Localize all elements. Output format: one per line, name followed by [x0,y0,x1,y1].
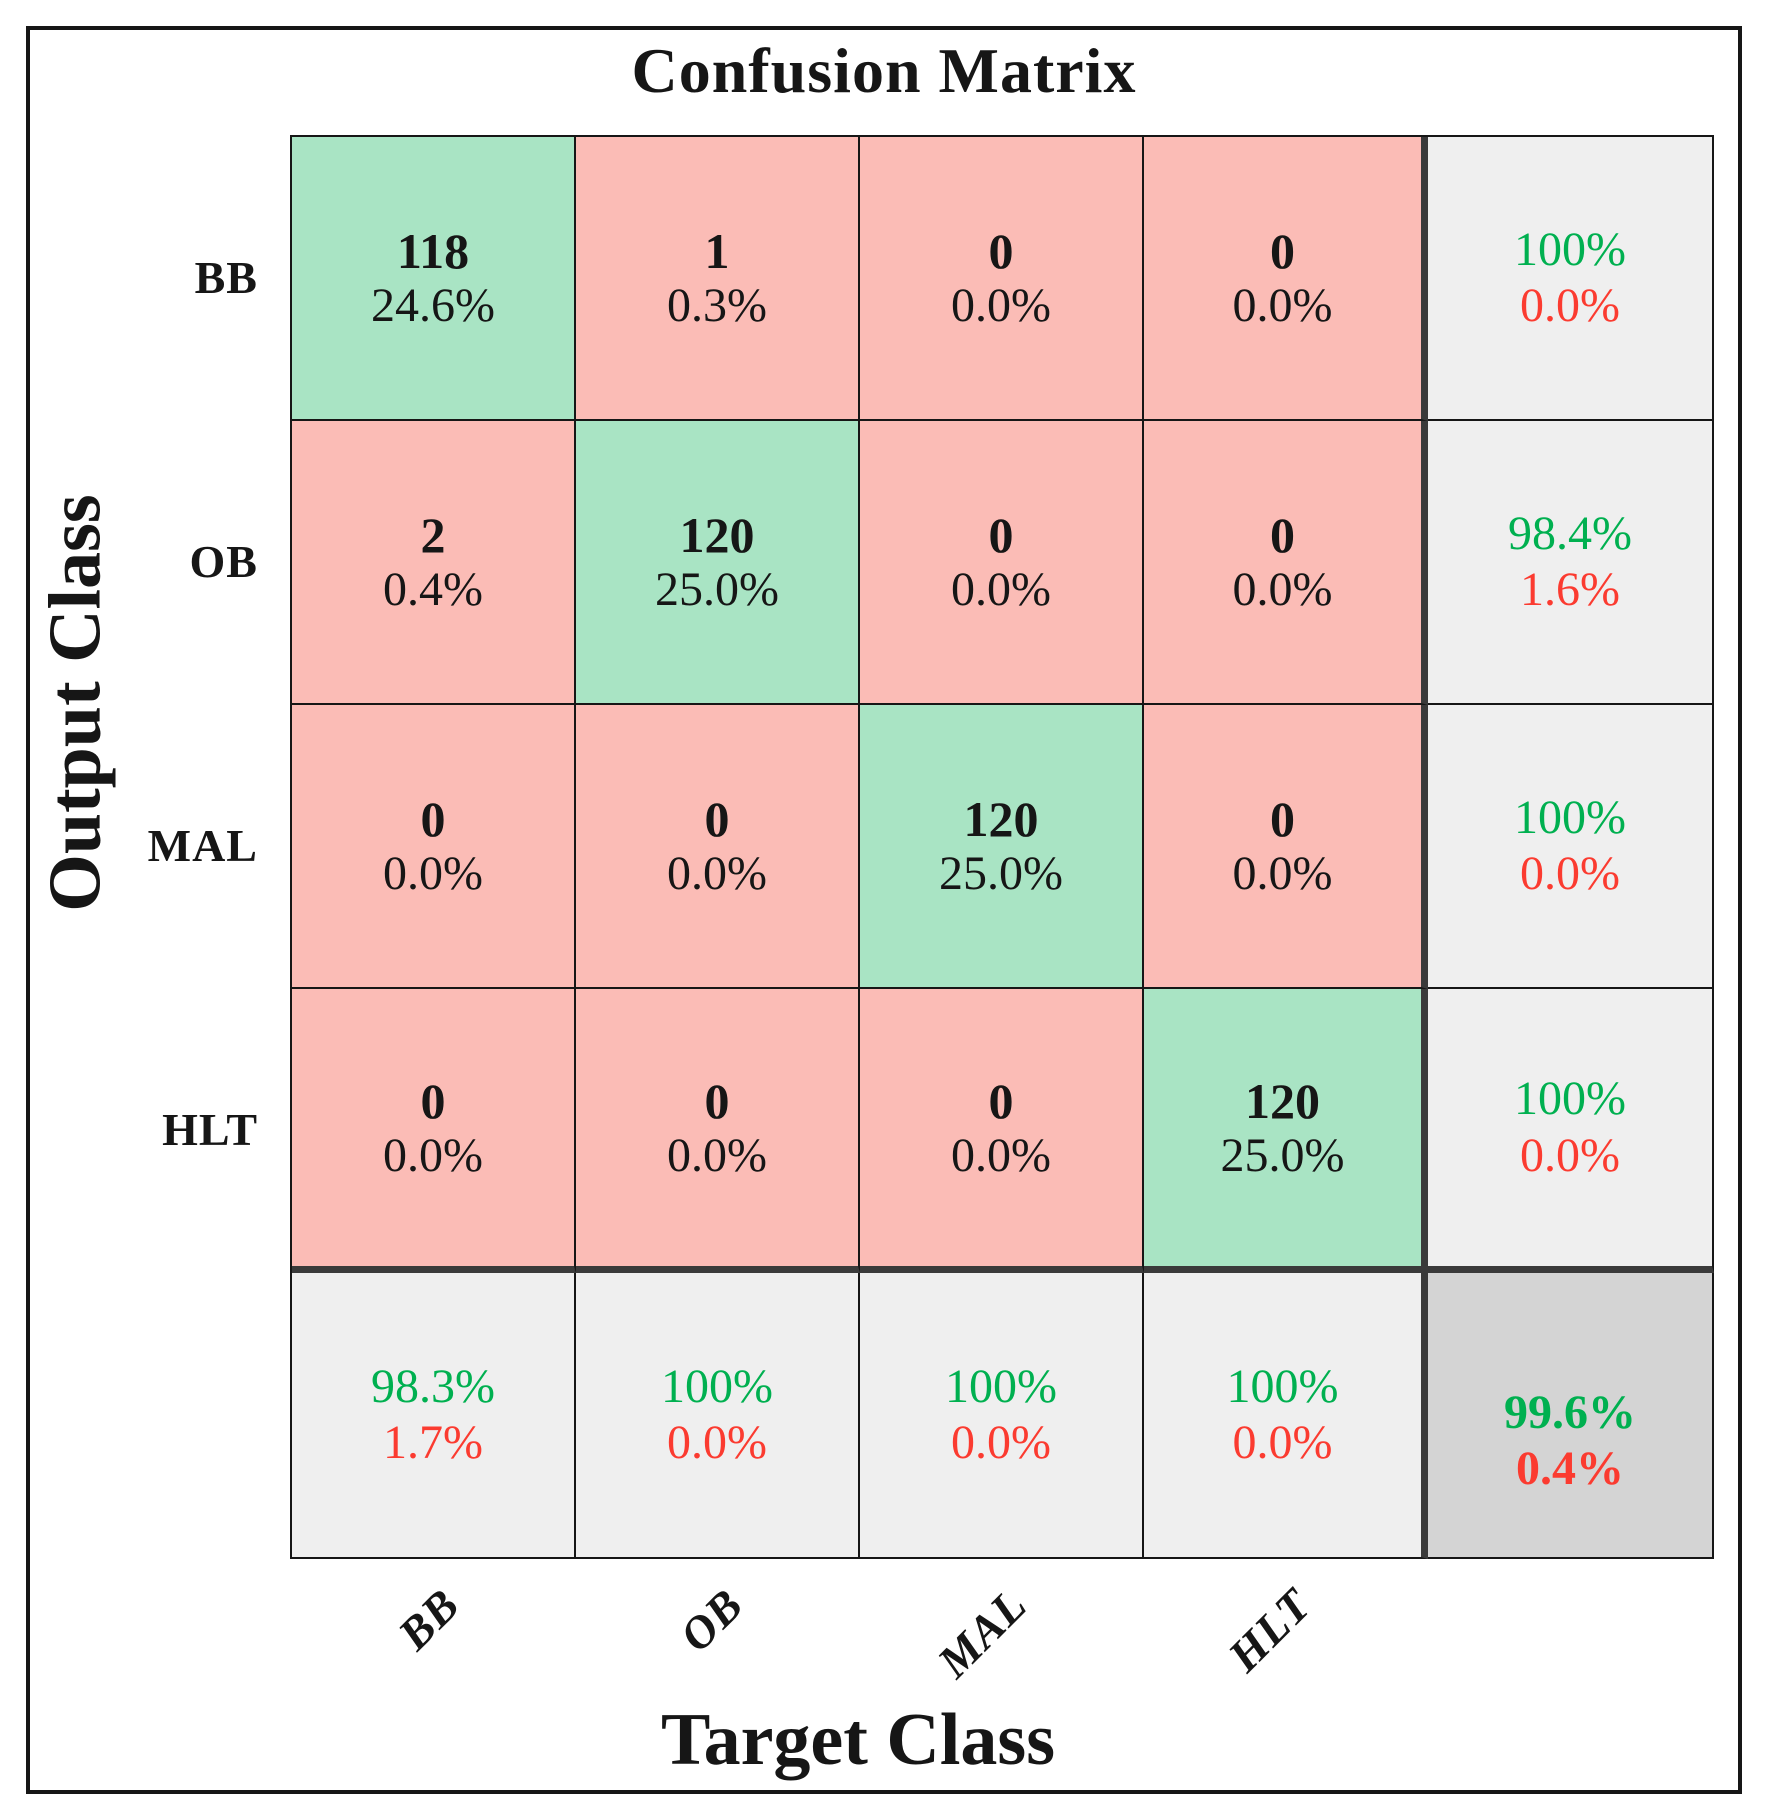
overall-accuracy-cell: 99.6% 0.4% [1428,1273,1714,1559]
cell-percent: 0.0% [951,279,1051,333]
row-summary-cell-hlt: 100% 0.0% [1428,989,1714,1273]
cell-count: 0 [1270,507,1295,564]
matrix-cell-mal-hlt: 0 0.0% [1144,705,1428,989]
incorrect-percent: 0.0% [1520,279,1620,332]
col-summary-cell-bb: 98.3% 1.7% [292,1273,576,1559]
cell-percent: 0.0% [383,1128,483,1182]
confusion-matrix-figure: Confusion Matrix Output Class BB OB MAL … [26,26,1742,1794]
cell-percent: 25.0% [655,563,779,617]
correct-percent: 100% [1514,1072,1626,1126]
cell-percent: 0.0% [667,847,767,901]
incorrect-percent: 0.0% [1520,1128,1620,1182]
matrix-cell-bb-bb: 118 24.6% [292,137,576,421]
cell-count: 0 [1270,223,1295,280]
cell-count: 0 [988,507,1014,564]
cell-count: 0 [704,791,730,848]
col-summary-cell-mal: 100% 0.0% [860,1273,1144,1559]
correct-percent: 100% [1514,790,1626,844]
cell-count: 120 [963,791,1039,848]
cell-count: 120 [1245,1072,1320,1129]
col-summary-cell-ob: 100% 0.0% [576,1273,860,1559]
cell-count: 0 [704,1072,730,1129]
incorrect-percent: 1.7% [383,1416,483,1469]
x-tick-label-ob: OB [670,1578,753,1662]
cell-count: 0 [420,791,446,848]
cell-percent: 0.4% [383,563,483,617]
cell-percent: 0.0% [951,1128,1051,1182]
matrix-cell-bb-mal: 0 0.0% [860,137,1144,421]
matrix-cell-bb-ob: 1 0.3% [576,137,860,421]
x-axis-title: Target Class [661,1699,1055,1781]
cell-percent: 25.0% [1220,1128,1345,1182]
matrix-cell-hlt-ob: 0 0.0% [576,989,860,1273]
correct-percent: 100% [945,1359,1057,1413]
matrix-cell-hlt-mal: 0 0.0% [860,989,1144,1273]
matrix-cell-ob-mal: 0 0.0% [860,421,1144,705]
cell-count: 0 [420,1072,446,1129]
x-tick-label-hlt: HLT [1218,1578,1321,1682]
matrix-cell-mal-bb: 0 0.0% [292,705,576,989]
cell-count: 120 [679,507,755,564]
incorrect-percent: 0.0% [1520,847,1620,900]
cell-count: 0 [988,223,1014,280]
cell-percent: 0.0% [383,847,483,901]
correct-percent: 100% [661,1359,773,1413]
x-tick-label-mal: MAL [928,1578,1037,1688]
incorrect-percent: 0.0% [667,1416,767,1469]
cell-count: 2 [420,507,446,564]
cell-percent: 0.0% [1232,279,1333,333]
row-summary-cell-ob: 98.4% 1.6% [1428,421,1714,705]
correct-percent: 100% [1514,222,1626,276]
correct-percent: 98.3% [371,1359,495,1413]
overall-incorrect-percent: 0.4% [1516,1442,1624,1495]
incorrect-percent: 0.0% [1232,1416,1333,1469]
cell-count: 0 [1270,791,1295,848]
chart-title: Confusion Matrix [631,35,1137,106]
matrix-cell-ob-hlt: 0 0.0% [1144,421,1428,705]
cell-percent: 0.0% [1232,563,1333,617]
confusion-matrix-grid: 118 24.6% 1 0.3% 0 0.0% 0 0.0% 100% 0.0% 2 0.4% 120 2… [290,135,1714,1559]
y-tick-label-mal: MAL [147,819,258,871]
cell-percent: 0.0% [951,563,1051,617]
cell-percent: 0.3% [667,279,767,333]
incorrect-percent: 0.0% [951,1416,1051,1469]
cell-count: 118 [396,223,470,280]
cell-count: 1 [704,223,730,280]
cell-percent: 0.0% [1232,847,1333,901]
y-tick-label-bb: BB [194,251,258,303]
matrix-cell-bb-hlt: 0 0.0% [1144,137,1428,421]
y-tick-label-hlt: HLT [162,1103,258,1155]
matrix-cell-hlt-bb: 0 0.0% [292,989,576,1273]
cell-count: 0 [988,1072,1014,1129]
matrix-cell-ob-bb: 2 0.4% [292,421,576,705]
incorrect-percent: 1.6% [1520,563,1620,616]
matrix-cell-hlt-hlt: 120 25.0% [1144,989,1428,1273]
cell-percent: 0.0% [667,1128,767,1182]
col-summary-cell-hlt: 100% 0.0% [1144,1273,1428,1559]
row-summary-cell-mal: 100% 0.0% [1428,705,1714,989]
matrix-cell-mal-ob: 0 0.0% [576,705,860,989]
matrix-cell-mal-mal: 120 25.0% [860,705,1144,989]
overall-correct-percent: 99.6% [1504,1385,1636,1439]
cell-percent: 25.0% [939,847,1063,901]
row-summary-cell-bb: 100% 0.0% [1428,137,1714,421]
y-tick-label-ob: OB [189,535,258,587]
x-tick-label-bb: BB [387,1578,469,1660]
correct-percent: 98.4% [1508,506,1632,560]
matrix-cell-ob-ob: 120 25.0% [576,421,860,705]
correct-percent: 100% [1226,1359,1339,1413]
cell-percent: 24.6% [371,279,495,333]
